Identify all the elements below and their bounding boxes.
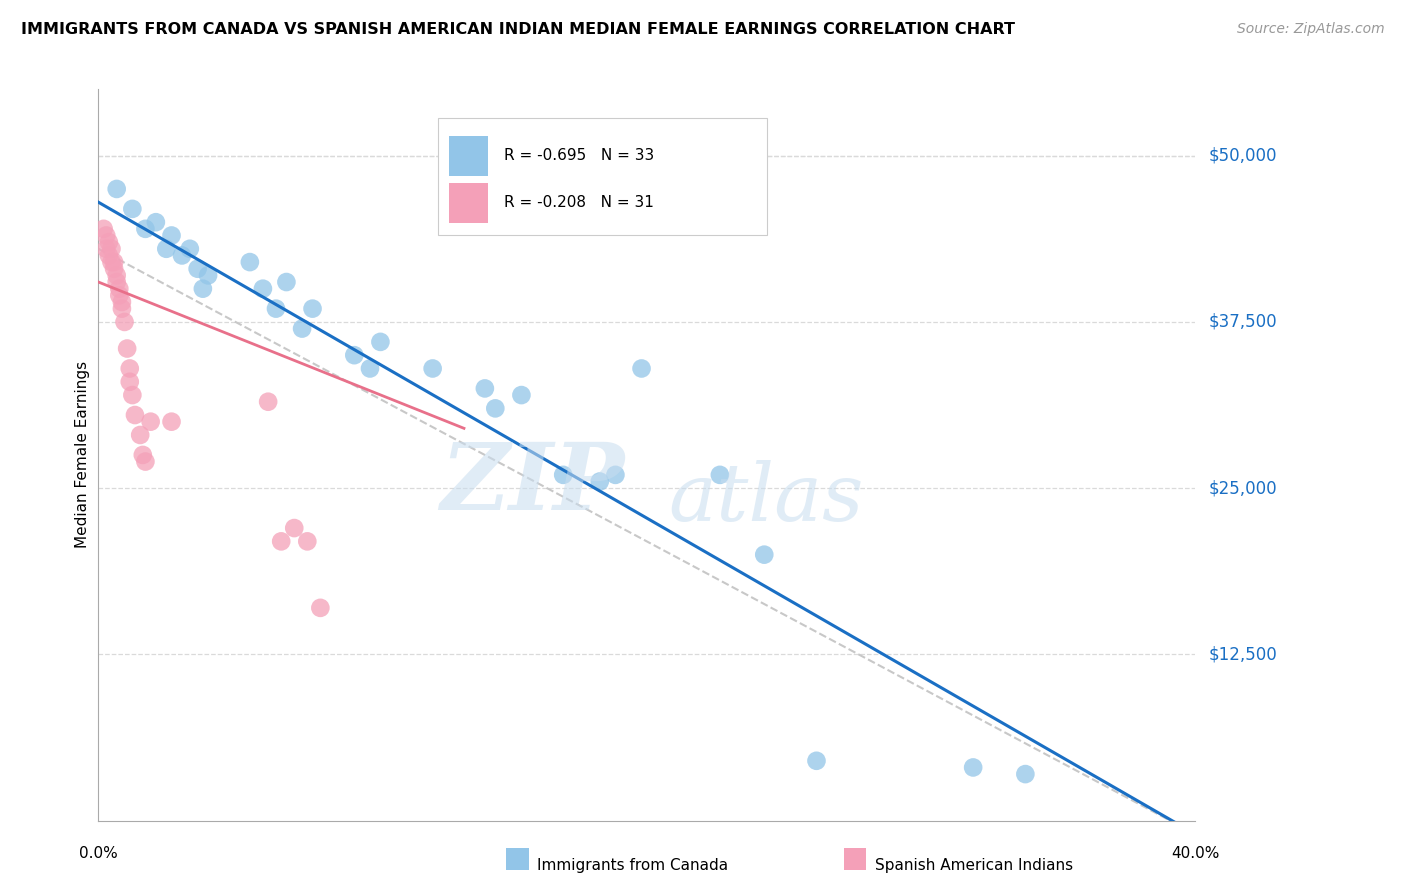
Text: 0.0%: 0.0%: [79, 846, 118, 861]
FancyBboxPatch shape: [450, 136, 488, 176]
Point: [605, 467, 627, 482]
Point: [291, 321, 314, 335]
Point: [105, 182, 128, 196]
Point: [121, 202, 143, 216]
Point: [103, 255, 125, 269]
Point: [283, 521, 305, 535]
Point: [510, 388, 533, 402]
Point: [553, 467, 575, 482]
Point: [484, 401, 506, 416]
Text: $50,000: $50,000: [1209, 146, 1278, 165]
Point: [103, 261, 125, 276]
Point: [111, 301, 134, 316]
Point: [129, 428, 152, 442]
Y-axis label: Median Female Earnings: Median Female Earnings: [75, 361, 90, 549]
Point: [108, 282, 131, 296]
Point: [270, 534, 292, 549]
FancyBboxPatch shape: [439, 119, 768, 235]
Text: 40.0%: 40.0%: [1171, 846, 1219, 861]
Text: IMMIGRANTS FROM CANADA VS SPANISH AMERICAN INDIAN MEDIAN FEMALE EARNINGS CORRELA: IMMIGRANTS FROM CANADA VS SPANISH AMERIC…: [21, 22, 1015, 37]
Point: [239, 255, 262, 269]
Point: [93, 222, 115, 236]
Point: [630, 361, 652, 376]
Point: [1014, 767, 1036, 781]
Point: [134, 454, 156, 468]
Text: R = -0.208   N = 31: R = -0.208 N = 31: [505, 195, 654, 211]
Point: [197, 268, 219, 283]
Text: $25,000: $25,000: [1209, 479, 1278, 497]
Point: [754, 548, 776, 562]
Point: [108, 288, 131, 302]
Point: [124, 408, 146, 422]
Point: [115, 342, 138, 356]
Point: [422, 361, 444, 376]
Point: [343, 348, 366, 362]
Point: [121, 388, 143, 402]
Point: [170, 248, 193, 262]
Point: [257, 394, 280, 409]
Point: [474, 381, 496, 395]
Point: [100, 255, 122, 269]
Point: [187, 261, 209, 276]
Point: [105, 268, 128, 283]
Point: [134, 222, 156, 236]
Point: [100, 242, 122, 256]
Point: [276, 275, 298, 289]
Point: [118, 375, 141, 389]
Point: [155, 242, 177, 256]
Text: Spanish American Indians: Spanish American Indians: [875, 858, 1073, 872]
Text: $37,500: $37,500: [1209, 313, 1278, 331]
Point: [962, 760, 984, 774]
Point: [297, 534, 319, 549]
Point: [589, 475, 612, 489]
Point: [301, 301, 323, 316]
Text: Immigrants from Canada: Immigrants from Canada: [537, 858, 728, 872]
Text: atlas: atlas: [669, 460, 865, 538]
Point: [97, 248, 120, 262]
Text: R = -0.695   N = 33: R = -0.695 N = 33: [505, 148, 654, 163]
Point: [359, 361, 381, 376]
Point: [252, 282, 274, 296]
Point: [370, 334, 392, 349]
Text: ZIP: ZIP: [440, 439, 624, 529]
Point: [806, 754, 828, 768]
Point: [709, 467, 731, 482]
Point: [160, 415, 183, 429]
Point: [96, 228, 118, 243]
Point: [160, 228, 183, 243]
Text: $12,500: $12,500: [1209, 646, 1278, 664]
Point: [139, 415, 162, 429]
Text: Source: ZipAtlas.com: Source: ZipAtlas.com: [1237, 22, 1385, 37]
Point: [309, 600, 332, 615]
Point: [105, 275, 128, 289]
Point: [114, 315, 136, 329]
Point: [111, 295, 134, 310]
Point: [97, 235, 120, 249]
Point: [118, 361, 141, 376]
Point: [96, 242, 118, 256]
FancyBboxPatch shape: [450, 183, 488, 223]
Point: [132, 448, 155, 462]
Point: [179, 242, 201, 256]
Point: [145, 215, 167, 229]
Point: [191, 282, 214, 296]
Point: [264, 301, 287, 316]
